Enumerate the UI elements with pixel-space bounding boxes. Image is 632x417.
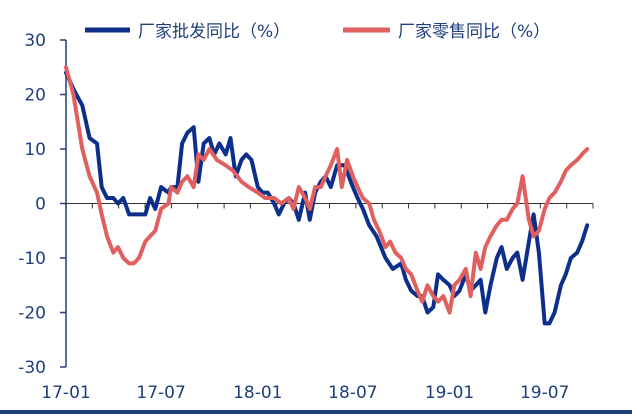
y-tick-label: -30 <box>18 358 46 378</box>
x-tick-label: 19-07 <box>520 383 569 403</box>
y-tick-label: 10 <box>24 140 46 160</box>
x-tick-label: 17-01 <box>41 383 90 403</box>
x-tick-label: 18-01 <box>233 383 282 403</box>
series-line-wholesale <box>64 70 590 326</box>
x-tick-label: 19-01 <box>425 383 474 403</box>
y-tick-label: 0 <box>35 195 46 215</box>
series-layer <box>64 65 590 326</box>
y-tick-label: -10 <box>18 249 46 269</box>
y-tick-label: 20 <box>24 86 46 106</box>
x-tick-label: 18-07 <box>328 383 377 403</box>
legend-label-retail: 厂家零售同比（%） <box>398 22 550 42</box>
series-line-retail <box>64 65 590 315</box>
y-axis: 30 20 10 0 -10 -20 -30 <box>18 31 67 378</box>
y-tick-label: -20 <box>18 304 46 324</box>
y-tick-label: 30 <box>24 31 46 51</box>
legend-label-wholesale: 厂家批发同比（%） <box>138 22 290 42</box>
x-axis: 17-01 17-07 18-01 18-07 19-01 19-07 <box>41 203 594 403</box>
x-tick-label: 17-07 <box>136 383 185 403</box>
legend: 厂家批发同比（%） 厂家零售同比（%） <box>85 22 550 42</box>
